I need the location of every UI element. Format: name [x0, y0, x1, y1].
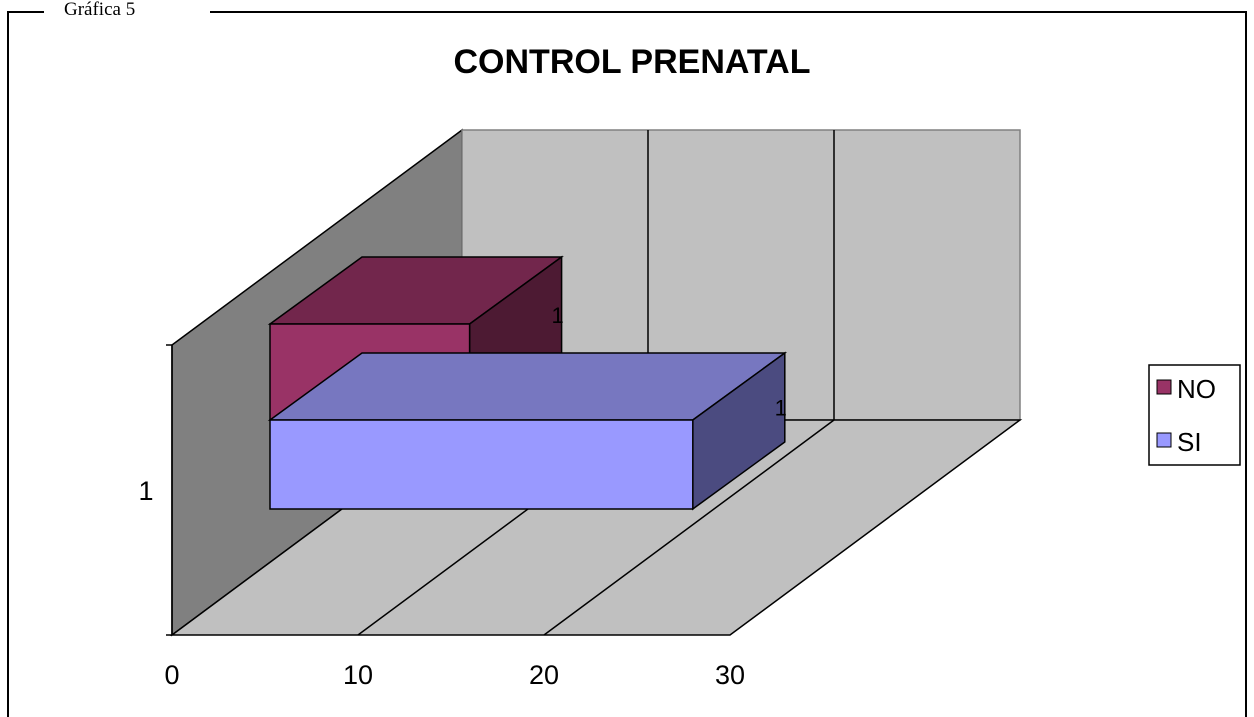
x-tick-label: 20 — [529, 660, 559, 690]
x-tick-label: 10 — [343, 660, 373, 690]
chart-title: CONTROL PRENATAL — [454, 43, 811, 81]
x-tick-label: 0 — [164, 660, 179, 690]
figure-caption: Gráfica 5 — [50, 0, 150, 19]
x-tick-label: 30 — [715, 660, 745, 690]
frame-border — [7, 11, 1247, 717]
legend-swatch-si — [1156, 432, 1172, 448]
category-label: 1 — [138, 476, 153, 506]
floor-gridline — [543, 419, 835, 636]
data-label-si: 1 — [775, 396, 787, 421]
legend-label-no: NO — [1177, 374, 1216, 404]
legend: NO SI — [1148, 364, 1241, 466]
bars: 11 — [267, 255, 788, 511]
legend-swatch-no — [1156, 379, 1172, 395]
bar-si: 1 — [267, 351, 788, 511]
data-label-no: 1 — [551, 303, 563, 328]
x-tick-labels: 0 10 20 30 — [164, 660, 745, 690]
legend-label-si: SI — [1177, 427, 1202, 457]
bar-si-front — [269, 419, 694, 510]
axis-lines — [166, 344, 173, 636]
